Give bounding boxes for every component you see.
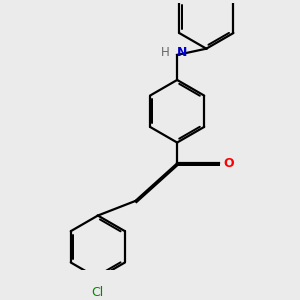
Text: Cl: Cl <box>92 286 104 299</box>
Text: H: H <box>161 46 170 59</box>
Text: N: N <box>177 46 188 59</box>
Text: O: O <box>224 157 235 170</box>
